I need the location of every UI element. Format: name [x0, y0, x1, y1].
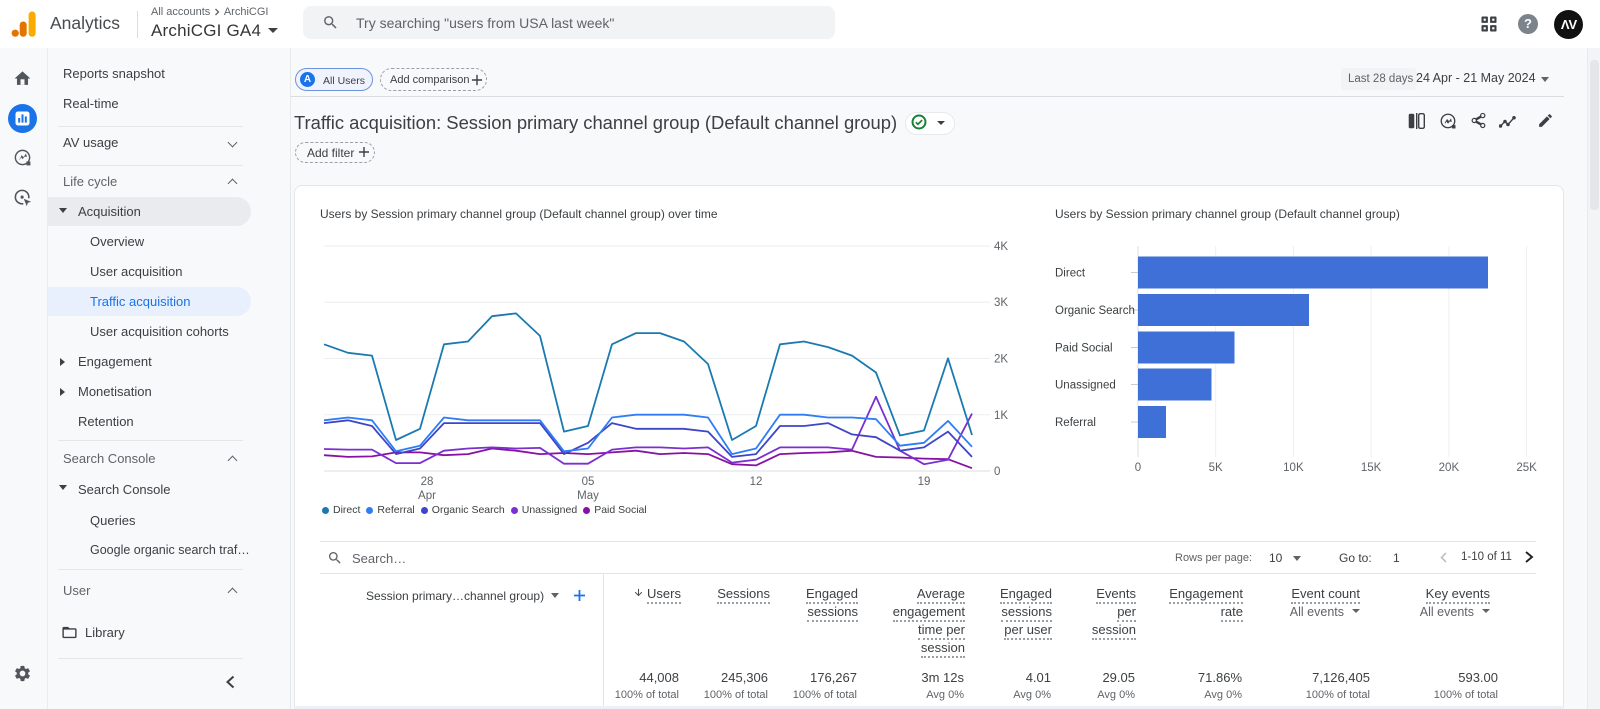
svg-text:28: 28: [421, 476, 434, 488]
svg-text:Paid Social: Paid Social: [1055, 343, 1113, 355]
svg-text:19: 19: [918, 476, 931, 488]
svg-text:Organic Search: Organic Search: [1055, 305, 1135, 317]
svg-text:4K: 4K: [994, 241, 1008, 253]
svg-text:5K: 5K: [1209, 462, 1223, 474]
svg-text:1K: 1K: [994, 410, 1008, 422]
svg-text:Apr: Apr: [418, 490, 436, 502]
svg-text:Referral: Referral: [1055, 417, 1096, 429]
svg-text:20K: 20K: [1439, 462, 1460, 474]
svg-text:15K: 15K: [1361, 462, 1382, 474]
svg-text:10K: 10K: [1283, 462, 1304, 474]
svg-text:12: 12: [750, 476, 763, 488]
svg-text:Unassigned: Unassigned: [1055, 380, 1116, 392]
svg-text:May: May: [577, 490, 599, 502]
svg-text:2K: 2K: [994, 354, 1008, 366]
svg-text:0: 0: [994, 466, 1000, 478]
svg-text:Direct: Direct: [1055, 268, 1086, 280]
svg-text:0: 0: [1135, 462, 1141, 474]
svg-text:25K: 25K: [1516, 462, 1537, 474]
svg-text:3K: 3K: [994, 297, 1008, 309]
svg-text:05: 05: [582, 476, 595, 488]
